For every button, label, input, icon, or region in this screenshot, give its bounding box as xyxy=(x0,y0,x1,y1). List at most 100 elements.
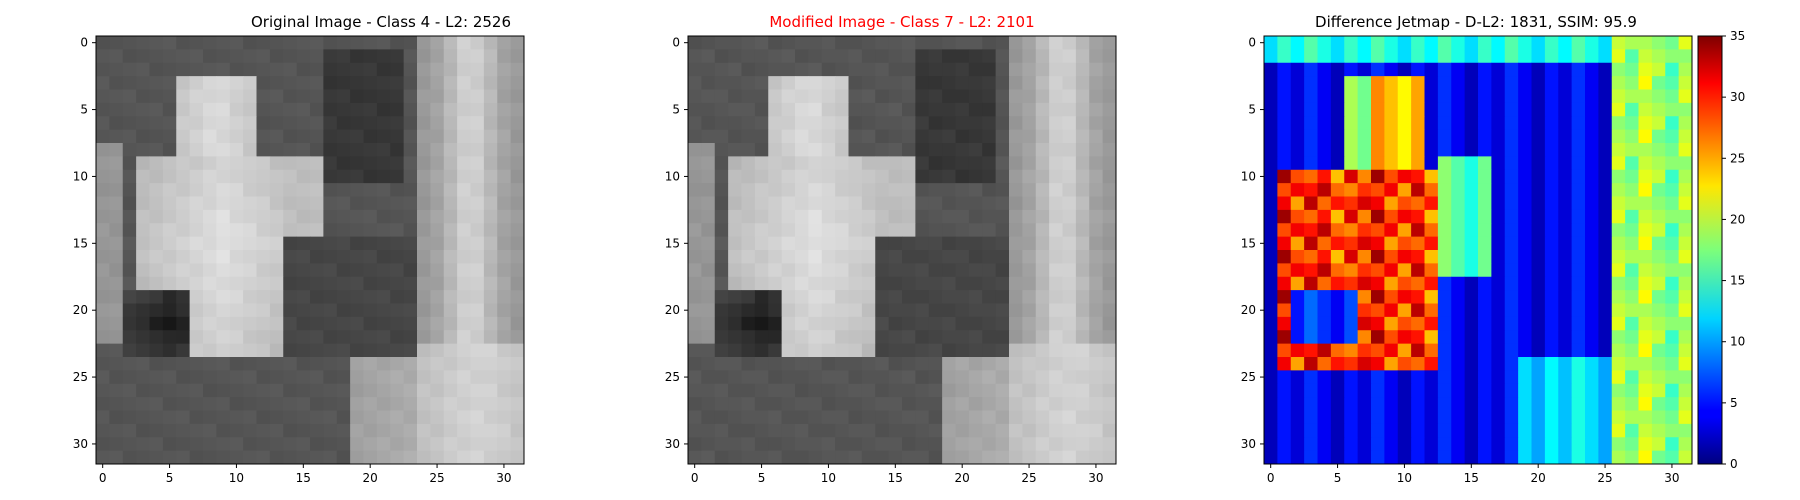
heatmap-cell xyxy=(768,450,783,465)
heatmap-cell xyxy=(336,169,351,184)
heatmap-cell xyxy=(1491,423,1506,438)
heatmap-cell xyxy=(203,62,217,77)
heatmap-cell xyxy=(1491,343,1506,358)
heatmap-cell xyxy=(1544,62,1559,77)
heatmap-cell xyxy=(136,183,150,197)
heatmap-cell xyxy=(688,116,702,131)
heatmap-cell xyxy=(714,423,729,438)
heatmap-cell xyxy=(701,89,716,104)
heatmap-cell xyxy=(510,183,525,197)
heatmap-cell xyxy=(995,303,1010,318)
heatmap-cell xyxy=(741,62,756,77)
heatmap-cell xyxy=(1571,397,1586,411)
heatmap-cell xyxy=(1531,49,1546,64)
heatmap-cell xyxy=(1437,236,1452,251)
axes-frame-difference xyxy=(1263,35,1693,465)
heatmap-cell xyxy=(109,316,124,331)
heatmap-cell xyxy=(955,330,970,345)
heatmap-cell xyxy=(768,49,783,64)
heatmap-cell xyxy=(417,357,431,371)
heatmap-cell xyxy=(96,410,110,425)
heatmap-cell xyxy=(1478,196,1492,211)
heatmap-cell xyxy=(942,183,956,197)
heatmap-cell xyxy=(928,129,943,144)
heatmap-cell xyxy=(269,290,284,304)
heatmap-cell xyxy=(136,397,150,411)
heatmap-cell xyxy=(1665,102,1680,117)
heatmap-cell xyxy=(701,156,716,171)
heatmap-cell xyxy=(162,250,177,264)
heatmap-cell xyxy=(96,129,110,144)
heatmap-cell xyxy=(390,236,405,251)
heatmap-cell xyxy=(808,102,823,117)
heatmap-cell xyxy=(457,397,471,411)
heatmap-cell xyxy=(835,209,849,224)
heatmap-cell xyxy=(714,223,729,238)
heatmap-cell xyxy=(96,250,110,264)
heatmap-cell xyxy=(1344,209,1359,224)
heatmap-cell xyxy=(915,236,930,251)
heatmap-cell xyxy=(243,49,257,64)
heatmap-cell xyxy=(1638,410,1653,425)
heatmap-cell xyxy=(1102,116,1117,131)
heatmap-cell xyxy=(1384,276,1399,291)
heatmap-cell xyxy=(96,303,110,318)
heatmap-cell xyxy=(795,437,809,452)
heatmap-cell xyxy=(1651,303,1666,318)
heatmap-cell xyxy=(1089,49,1104,64)
heatmap-cell xyxy=(430,236,445,251)
heatmap-cell xyxy=(323,357,338,371)
heatmap-cell xyxy=(1317,330,1332,345)
heatmap-cell xyxy=(902,357,916,371)
heatmap-cell xyxy=(861,397,876,411)
y-tick-label: 25 xyxy=(1241,370,1256,384)
heatmap-cell xyxy=(229,49,244,64)
heatmap-cell xyxy=(430,169,445,184)
heatmap-cell xyxy=(1397,183,1412,197)
heatmap-cell xyxy=(808,209,823,224)
heatmap-cell xyxy=(310,383,324,398)
heatmap-cell xyxy=(176,276,191,291)
heatmap-cell xyxy=(754,209,769,224)
heatmap-cell xyxy=(808,156,823,171)
heatmap-cell xyxy=(1304,196,1318,211)
heatmap-cell xyxy=(443,290,458,304)
heatmap-cell xyxy=(688,143,702,157)
heatmap-cell xyxy=(701,290,716,304)
heatmap-cell xyxy=(1397,209,1412,224)
heatmap-cell xyxy=(363,250,378,264)
heatmap-cell xyxy=(1062,250,1077,264)
heatmap-cell xyxy=(122,316,137,331)
heatmap-cell xyxy=(162,36,177,50)
heatmap-cell xyxy=(1571,102,1586,117)
panel-title-modified: Modified Image - Class 7 - L2: 2101 xyxy=(769,13,1034,31)
heatmap-cell xyxy=(688,196,702,211)
heatmap-cell xyxy=(1585,116,1599,131)
heatmap-cell xyxy=(902,423,916,438)
heatmap-cell xyxy=(390,62,405,77)
heatmap-cell xyxy=(350,156,364,171)
heatmap-cell xyxy=(1491,62,1506,77)
heatmap-cell xyxy=(1397,343,1412,358)
heatmap-cell xyxy=(1585,357,1599,371)
panel-title-original: Original Image - Class 4 - L2: 2526 xyxy=(251,13,511,31)
heatmap-cell xyxy=(1384,343,1399,358)
heatmap-cell xyxy=(256,143,271,157)
heatmap-cell xyxy=(968,62,983,77)
heatmap-cell xyxy=(1304,316,1318,331)
heatmap-cell xyxy=(510,116,525,131)
heatmap-cell xyxy=(1371,169,1385,184)
heatmap-cell xyxy=(1317,357,1332,371)
heatmap-cell xyxy=(497,410,512,425)
heatmap-cell xyxy=(754,223,769,238)
heatmap-cell xyxy=(1504,370,1519,385)
heatmap-cell xyxy=(1611,116,1626,131)
heatmap-cell xyxy=(1049,450,1063,465)
heatmap-cell xyxy=(1411,370,1425,385)
heatmap-cell xyxy=(1478,410,1492,425)
heatmap-cell xyxy=(688,89,702,104)
heatmap-cell xyxy=(968,183,983,197)
heatmap-cell xyxy=(1518,263,1532,278)
heatmap-cell xyxy=(968,169,983,184)
heatmap-cell xyxy=(269,343,284,358)
